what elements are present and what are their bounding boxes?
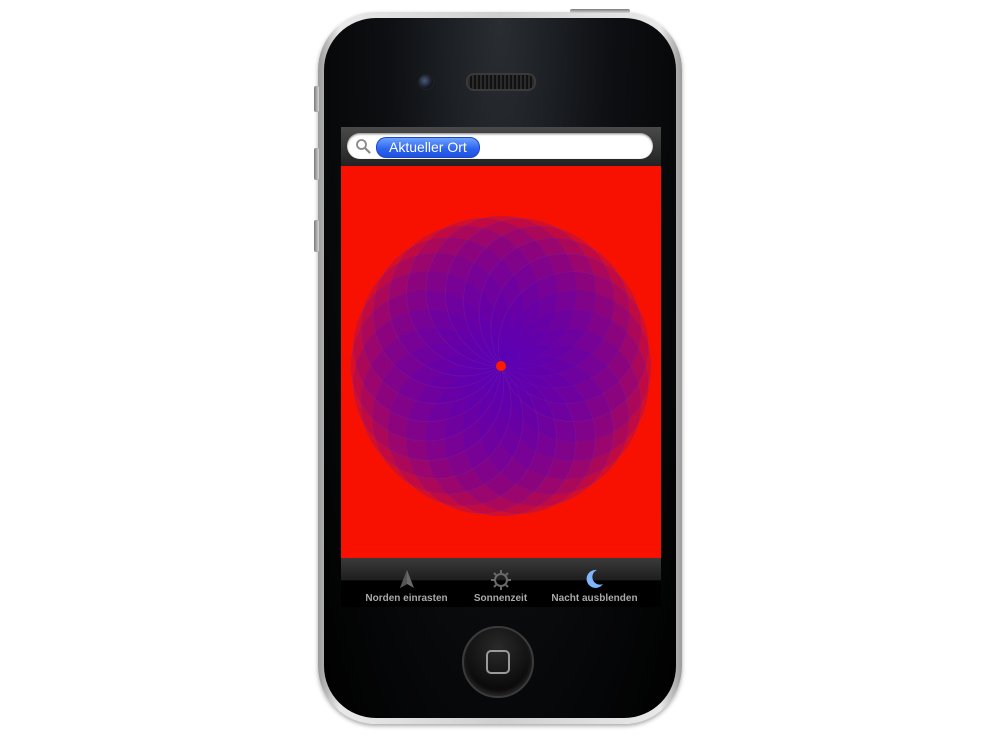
earpiece-speaker xyxy=(466,73,536,91)
volume-down-button[interactable] xyxy=(314,220,319,252)
search-icon xyxy=(356,139,371,154)
spiral-circle xyxy=(478,237,630,389)
spiral-circle xyxy=(463,355,614,507)
search-field[interactable]: Aktueller Ort xyxy=(347,133,653,159)
spiral-circle xyxy=(388,225,539,377)
spiral-circle xyxy=(463,225,614,377)
spiral-circle xyxy=(445,218,596,369)
tab-hide-night[interactable]: Nacht ausblenden xyxy=(541,558,648,607)
spiral-circle xyxy=(372,343,524,495)
search-bar: Aktueller Ort xyxy=(341,127,661,166)
center-dot xyxy=(496,361,506,371)
tab-label: Norden einrasten xyxy=(365,593,448,604)
sleep-button[interactable] xyxy=(570,9,630,13)
spiral-circle xyxy=(498,310,649,461)
spiral-circle xyxy=(353,310,504,461)
spiral-circle xyxy=(406,363,557,514)
spiral-circle xyxy=(445,363,596,514)
sun-spiral-graphic xyxy=(350,215,652,517)
north-arrow-icon xyxy=(399,570,414,588)
spiral-circle xyxy=(490,253,642,404)
sun-visualization xyxy=(341,166,661,558)
home-button[interactable] xyxy=(462,626,534,698)
spiral-circle xyxy=(360,253,512,404)
spiral-circle xyxy=(388,355,539,507)
spiral-circle xyxy=(490,328,642,479)
moon-icon xyxy=(586,569,603,588)
front-camera xyxy=(418,74,434,90)
spiral-circle xyxy=(353,271,504,422)
tab-label: Sonnenzeit xyxy=(473,593,528,604)
volume-up-button[interactable] xyxy=(314,148,319,180)
tab-label: Nacht ausblenden xyxy=(551,593,638,604)
mute-switch[interactable] xyxy=(314,86,319,112)
spiral-circle xyxy=(478,343,630,495)
current-location-token[interactable]: Aktueller Ort xyxy=(376,137,480,158)
spiral-circle xyxy=(406,218,557,369)
spiral-circle xyxy=(498,271,649,422)
sun-gear-icon xyxy=(490,570,511,590)
home-button-square-icon xyxy=(486,650,510,674)
screen: Aktueller Ort Norden einrasten xyxy=(341,127,661,607)
tab-solar-time[interactable]: Sonnenzeit xyxy=(447,558,554,607)
tab-bar: Norden einrasten Sonn xyxy=(341,558,661,607)
tab-north-lock[interactable]: Norden einrasten xyxy=(353,558,460,607)
spiral-circle xyxy=(372,237,524,389)
spiral-circle xyxy=(360,328,512,479)
